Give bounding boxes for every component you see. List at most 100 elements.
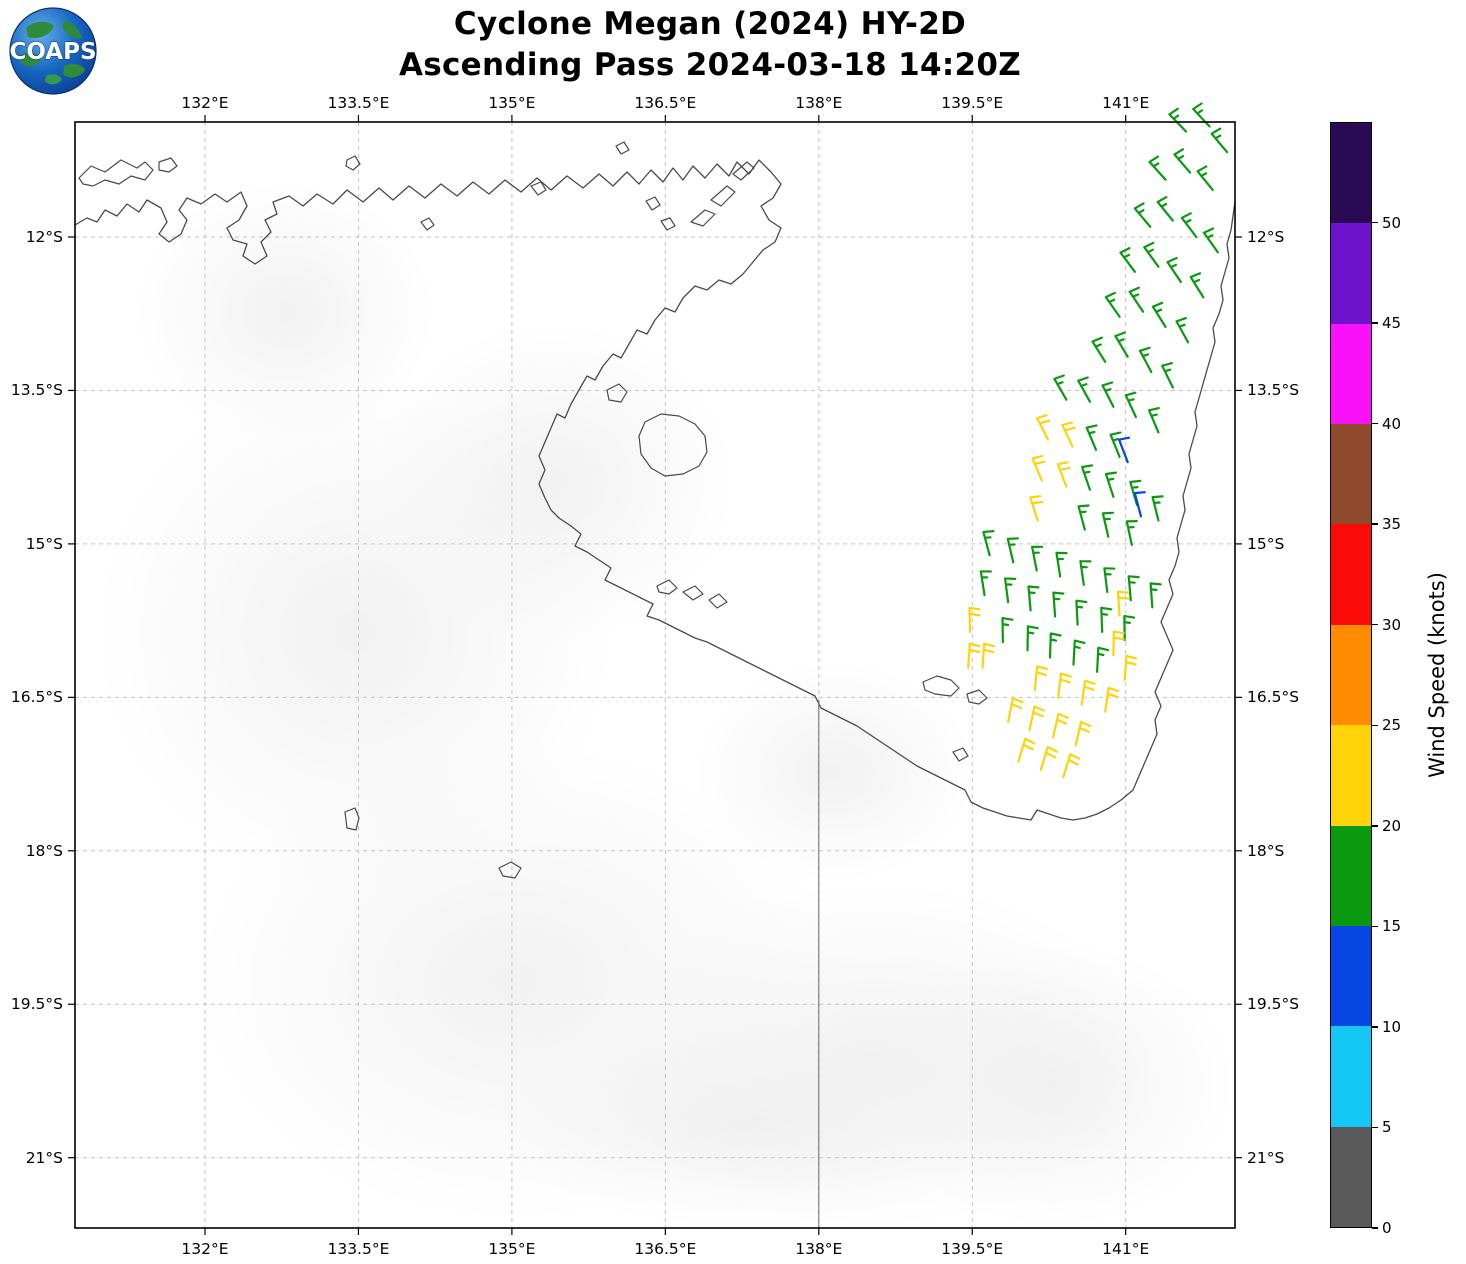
map-plot: 132°E 132°E 133.5°E 133.5°E 135°E 135°E 136.5°… — [11, 94, 1299, 1258]
colorbar-segment-20-25 — [1331, 725, 1371, 826]
wind-barb — [1048, 632, 1062, 659]
wind-barb — [1075, 599, 1088, 626]
wind-barb — [1074, 720, 1092, 747]
lat-tick-label-left: 16.5°S — [10, 688, 63, 707]
colorbar-tick — [1372, 724, 1378, 726]
colorbar-tick — [1372, 1026, 1378, 1028]
title-line2: Ascending Pass 2024-03-18 14:20Z — [398, 46, 1022, 83]
wind-barb — [1036, 414, 1051, 441]
lon-tick-label-bottom: 139.5°E — [941, 1240, 1004, 1258]
colorbar-tick-label: 15 — [1382, 917, 1402, 936]
wind-barb — [1052, 712, 1069, 739]
wind-barb — [1202, 227, 1219, 254]
island-outline — [690, 209, 716, 227]
colorbar-segment-25-30 — [1331, 624, 1371, 726]
island-outline — [922, 675, 960, 697]
wind-barb — [1103, 567, 1116, 594]
wind-barb — [1096, 646, 1110, 673]
lat-tick-label-left: 13.5°S — [10, 381, 63, 400]
colorbar-segment-50-55 — [1331, 123, 1371, 224]
lon-tick-label-bottom: 141°E — [1102, 1240, 1150, 1258]
colorbar-tick — [1372, 925, 1378, 928]
colorbar-tick-label: 40 — [1382, 414, 1402, 433]
wind-barb — [1161, 362, 1174, 389]
colorbar-tick-label: 30 — [1382, 615, 1402, 634]
lon-tick-label-top: 135°E — [488, 94, 536, 112]
wind-barb — [1156, 196, 1174, 222]
lat-tick-label-right: 12°S — [1247, 228, 1285, 246]
colorbar-tick — [1372, 422, 1378, 425]
island-outline — [952, 747, 969, 762]
colorbar-tick-label: 45 — [1382, 314, 1402, 333]
wind-barb — [1061, 421, 1076, 448]
wind-barb — [1031, 455, 1046, 482]
lon-tick-label-top: 132°E — [181, 94, 229, 112]
colorbar-tick — [1372, 221, 1378, 224]
wind-barb — [967, 642, 981, 669]
coaps-globe-icon: COAPS — [9, 7, 97, 95]
wind-barb — [1143, 241, 1160, 268]
wind-barb — [979, 570, 992, 597]
wind-barb — [1001, 617, 1014, 644]
colorbar-tick-label: 50 — [1382, 213, 1402, 232]
lat-tick-label-left: 21°S — [25, 1148, 63, 1167]
wind-barb — [1026, 625, 1039, 652]
wind-barb — [1114, 331, 1129, 358]
colorbar-tick-label: 0 — [1382, 1219, 1392, 1237]
wind-barb — [1118, 436, 1131, 464]
colorbar-tick — [1372, 1227, 1378, 1229]
wind-barb — [1151, 301, 1167, 329]
wind-barb — [1128, 286, 1145, 313]
wind-barb — [1133, 491, 1146, 518]
wind-barb — [968, 606, 981, 633]
wind-barb — [1029, 495, 1044, 522]
lat-tick-label-left: 15°S — [25, 534, 63, 553]
wind-barb — [1101, 381, 1115, 408]
island-outline — [78, 159, 154, 187]
wind-barb — [1028, 705, 1045, 732]
map-canvas — [68, 102, 1242, 1235]
island-outline — [530, 181, 547, 196]
colorbar-tick-label: 5 — [1382, 1118, 1392, 1137]
colorbar-tick-label: 35 — [1382, 515, 1402, 534]
island-outline — [498, 861, 522, 879]
wind-barb — [1192, 102, 1211, 128]
wind-barb — [1052, 591, 1065, 618]
island-outline — [660, 217, 676, 231]
colorbar-tick — [1372, 523, 1378, 525]
wind-barb — [1112, 630, 1125, 657]
wind-barb — [1148, 155, 1167, 181]
wind-barb — [1104, 686, 1120, 713]
wind-barb — [1085, 424, 1098, 451]
colorbar-segment-15-20 — [1331, 825, 1371, 926]
wind-barb — [1116, 590, 1130, 617]
lon-tick-label-top: 139.5°E — [941, 94, 1004, 112]
island-outline — [656, 579, 678, 595]
wind-barb — [1119, 247, 1136, 273]
colorbar-tick-label: 10 — [1382, 1017, 1402, 1036]
colorbar-segment-0-5 — [1331, 1126, 1371, 1227]
colorbar-segment-30-35 — [1331, 524, 1371, 625]
lon-tick-label-bottom: 135°E — [488, 1240, 536, 1258]
island-outline — [345, 155, 361, 171]
wind-barb — [981, 642, 995, 669]
colorbar-tick-label: 25 — [1382, 716, 1402, 735]
wind-barb — [1055, 551, 1068, 578]
lat-tick-label-right: 21°S — [1247, 1148, 1285, 1167]
figure-title: Cyclone Megan (2024) HY-2D Ascending Pas… — [75, 4, 1345, 86]
colorbar — [1330, 122, 1372, 1228]
lat-tick-label-right: 19.5°S — [1247, 995, 1300, 1014]
island-outline — [606, 383, 628, 403]
wind-barb — [1189, 272, 1205, 299]
wind-barb — [1104, 291, 1121, 318]
lon-tick-label-top: 138°E — [795, 94, 843, 112]
wind-barb — [1017, 737, 1036, 763]
island-outline — [710, 185, 736, 207]
wind-barb — [1175, 317, 1190, 344]
wind-barb — [982, 530, 995, 557]
wind-barb — [1056, 461, 1071, 488]
wind-barb — [1006, 537, 1019, 564]
wind-barb — [1133, 202, 1152, 228]
lat-tick-label-left: 12°S — [25, 228, 63, 246]
wind-barb — [1091, 336, 1107, 363]
